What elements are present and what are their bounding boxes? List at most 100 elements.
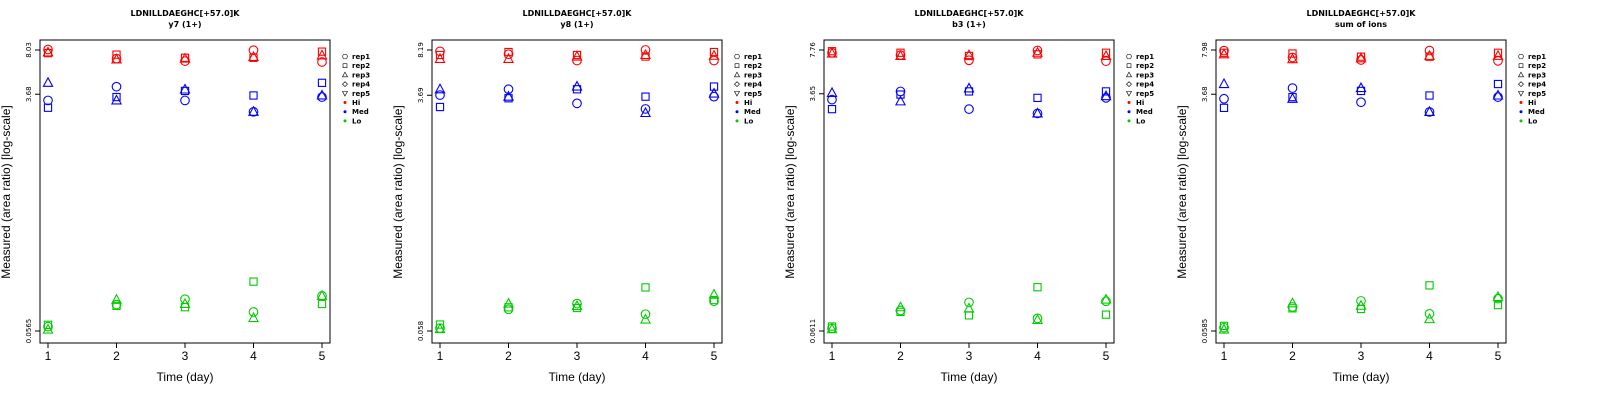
legend-marker-rep3 [341, 71, 349, 78]
data-point-lo-rep2 [1493, 300, 1503, 310]
data-point-hi-rep3 [434, 52, 446, 63]
x-tick-label: 3 [574, 349, 581, 363]
legend-marker-rep1 [1126, 53, 1132, 60]
data-point-med-rep3 [826, 86, 838, 98]
y-axis-label: Measured (area ratio) [log-scale] [783, 105, 797, 278]
data-points [42, 44, 328, 334]
data-point-lo-rep1 [43, 321, 53, 332]
data-point-hi-rep3 [1355, 52, 1367, 63]
legend-label: rep5 [352, 90, 370, 98]
data-point-lo-rep2 [435, 320, 445, 329]
x-tick-label: 1 [45, 349, 52, 363]
data-point-lo-rep3 [316, 289, 328, 300]
data-point-med-rep1 [180, 95, 190, 106]
data-point-med-rep1 [964, 104, 974, 114]
x-tick-label: 2 [897, 349, 904, 363]
data-point-hi-rep1 [709, 55, 719, 66]
y-tick-label: 3.68 [1201, 86, 1209, 102]
data-point-hi-rep3 [1100, 49, 1112, 61]
data-point-med-rep3 [1492, 89, 1504, 100]
chart-panel: LDNILLDAEGHC[+57.0]K y8 (1+) 1 2 3 4 5 0.058 3.6… [391, 9, 762, 384]
data-point-lo-rep1 [503, 304, 514, 315]
data-point-med-rep2 [1219, 103, 1229, 113]
data-point-lo-rep1 [1219, 322, 1229, 333]
data-points [1218, 45, 1504, 334]
data-point-hi-rep1 [827, 47, 837, 58]
data-point-lo-rep3 [639, 313, 652, 324]
data-point-lo-rep2 [827, 322, 837, 331]
y-tick-label: 7.98 [1201, 42, 1209, 58]
legend-label: Med [744, 108, 761, 116]
legend-label: rep5 [1528, 90, 1546, 98]
y-tick-label: 0.058 [417, 321, 425, 341]
chart-title: LDNILLDAEGHC[+57.0]K [915, 9, 1025, 18]
x-tick-label: 1 [1221, 349, 1228, 363]
data-point-lo-rep3 [1031, 313, 1044, 324]
chart-panel: LDNILLDAEGHC[+57.0]K y7 (1+) 1 2 3 4 5 0.0565 3.… [0, 9, 370, 384]
x-tick-label: 1 [829, 349, 836, 363]
legend-label: Med [1136, 108, 1153, 116]
y-axis-label: Measured (area ratio) [log-scale] [0, 105, 13, 278]
data-point-lo-rep3 [1355, 299, 1367, 310]
data-point-lo-rep3 [502, 297, 515, 308]
data-point-hi-rep1 [895, 50, 906, 61]
legend-label: rep1 [352, 53, 370, 61]
data-point-med-rep3 [639, 106, 652, 118]
data-point-hi-rep2 [317, 47, 327, 56]
legend-marker-rep1 [1518, 53, 1524, 60]
data-point-lo-rep2 [1288, 304, 1297, 313]
data-point-hi-rep1 [503, 49, 514, 60]
data-point-lo-rep1 [111, 299, 122, 310]
data-point-hi-rep3 [1031, 46, 1044, 57]
legend-dot-hi [343, 101, 347, 104]
data-point-med-rep2 [112, 92, 121, 102]
x-tick-label: 2 [113, 349, 120, 363]
data-point-lo-rep2 [896, 307, 905, 316]
legend-dot-med [1519, 110, 1523, 114]
x-axis-label: Time (day) [549, 370, 606, 384]
data-point-lo-rep3 [1423, 312, 1436, 324]
data-point-med-rep2 [43, 103, 53, 112]
data-point-med-rep2 [827, 104, 837, 114]
legend-label: rep2 [1136, 62, 1154, 70]
data-point-hi-rep3 [42, 46, 54, 57]
data-point-med-rep2 [709, 82, 719, 91]
legend-dot-lo [735, 119, 739, 123]
data-point-med-rep2 [435, 102, 445, 112]
chart-subtitle: sum of ions [1335, 20, 1387, 29]
legend-marker-rep2 [734, 63, 740, 68]
data-point-med-rep2 [249, 91, 258, 100]
data-point-med-rep1 [1287, 83, 1298, 93]
legend-marker-rep5 [1517, 91, 1525, 97]
x-axis-label: Time (day) [1333, 370, 1390, 384]
legend-label: Lo [744, 117, 753, 125]
data-point-hi-rep2 [896, 48, 905, 57]
data-point-lo-rep1 [572, 298, 582, 309]
chart-title: LDNILLDAEGHC[+57.0]K [131, 9, 241, 18]
legend-marker-rep4 [1126, 81, 1132, 88]
chart-title: LDNILLDAEGHC[+57.0]K [523, 9, 633, 18]
legend-dot-hi [1519, 101, 1523, 104]
data-point-lo-rep1 [1424, 308, 1435, 319]
legend-label: rep2 [1528, 62, 1546, 70]
x-tick-label: 3 [966, 349, 973, 363]
data-point-lo-rep2 [1101, 310, 1111, 319]
legend-dot-med [343, 110, 347, 114]
data-point-med-rep2 [1356, 86, 1366, 96]
data-point-lo-rep1 [1493, 293, 1503, 304]
data-point-hi-rep1 [1101, 56, 1111, 67]
data-point-hi-rep3 [316, 49, 328, 60]
data-point-lo-rep3 [42, 323, 54, 334]
legend-label: Lo [352, 117, 361, 125]
legend-marker-rep5 [341, 91, 349, 97]
data-point-hi-rep2 [1101, 48, 1111, 57]
data-point-med-rep2 [641, 92, 650, 101]
chart-subtitle: b3 (1+) [952, 20, 986, 29]
legend-marker-rep2 [1518, 63, 1524, 68]
data-point-lo-rep1 [248, 307, 259, 317]
legend-label: Med [1528, 108, 1545, 116]
data-point-med-rep1 [435, 90, 445, 100]
data-point-med-rep3 [316, 89, 328, 100]
legend-label: rep4 [352, 81, 370, 89]
